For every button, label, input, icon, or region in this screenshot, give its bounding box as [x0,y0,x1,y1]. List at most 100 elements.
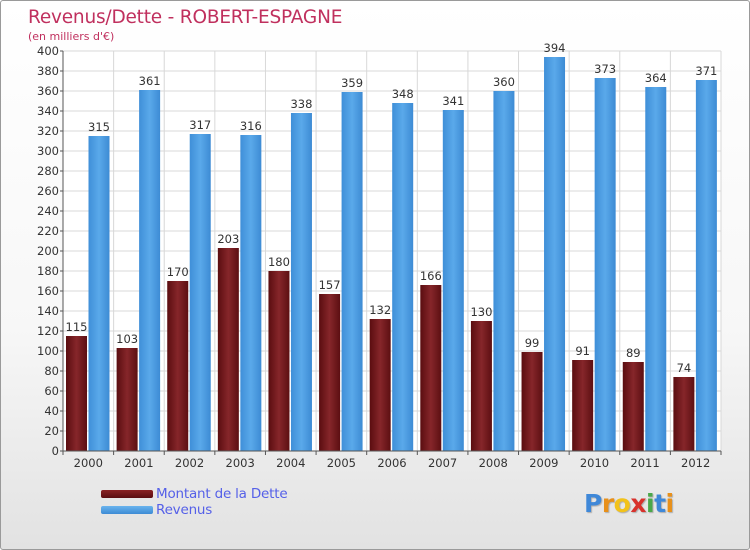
bar-dette [167,281,189,451]
y-tick-label: 20 [44,424,59,438]
x-tick-label: 2006 [377,456,406,470]
x-tick-label: 2007 [428,456,457,470]
bar-revenus [88,136,110,451]
value-label: 361 [139,74,161,88]
bar-revenus [594,78,616,451]
legend-swatch-dette [101,490,153,498]
bars-layer [66,57,717,451]
logo-letter: x [630,489,646,518]
value-label: 203 [217,232,239,246]
x-tick-label: 2010 [580,456,609,470]
legend-label-dette: Montant de la Dette [156,486,288,502]
chart-subtitle: (en milliers d'€) [28,30,115,43]
value-label: 180 [268,255,290,269]
logo-letter: r [601,489,614,518]
proxiti-logo: Proxiti [584,489,674,518]
bar-dette [66,336,87,451]
x-tick-label: 2004 [276,456,305,470]
y-tick-label: 200 [37,244,59,258]
y-tick-label: 280 [37,164,59,178]
logo-letter: i [665,489,675,518]
value-label: 99 [525,336,540,350]
legend-label-revenus: Revenus [156,502,213,518]
bar-dette [521,352,543,451]
value-label: 341 [442,94,464,108]
logo-letter: o [613,489,631,518]
value-label: 103 [116,332,138,346]
value-label: 394 [544,41,566,55]
bar-dette [470,321,492,451]
y-tick-label: 0 [52,444,59,458]
bar-dette [268,271,290,451]
value-label: 316 [240,119,262,133]
bar-dette [622,362,644,451]
x-tick-label: 2001 [124,456,153,470]
y-tick-label: 260 [37,184,59,198]
y-tick-label: 400 [37,44,59,58]
value-label: 364 [645,71,667,85]
y-tick-label: 320 [37,124,59,138]
grid-layer [62,50,722,452]
y-tick-label: 380 [37,64,59,78]
bar-revenus [493,91,515,451]
chart-legend: Montant de la Dette Revenus [101,486,361,520]
value-label: 360 [493,75,515,89]
x-tick-label: 2002 [175,456,204,470]
y-tick-label: 120 [37,324,59,338]
y-tick-label: 240 [37,204,59,218]
x-tick-label: 2000 [74,456,103,470]
value-label: 157 [319,278,341,292]
bar-revenus [544,57,566,451]
value-label: 132 [369,303,391,317]
x-tick-label: 2005 [327,456,356,470]
bar-dette [369,319,391,451]
value-label: 170 [167,265,189,279]
value-label: 166 [420,269,442,283]
x-tick-label: 2003 [226,456,255,470]
bar-revenus [189,134,211,451]
y-tick-label: 340 [37,104,59,118]
bar-revenus [645,87,667,451]
bar-dette [319,294,341,451]
bar-dette [673,377,695,451]
value-label: 91 [575,344,590,358]
value-label: 348 [392,87,414,101]
bar-revenus [341,92,363,451]
chart-title: Revenus/Dette - ROBERT-ESPAGNE [28,7,343,28]
value-label: 115 [66,320,88,334]
bar-revenus [695,80,717,451]
y-tick-label: 100 [37,344,59,358]
bar-revenus [290,113,312,451]
axis-layer: 0 20 40 60 80 100 120 140 160 180 200 220 240 260 280 3… [37,44,722,470]
value-label: 315 [88,120,110,134]
y-tick-label: 160 [37,284,59,298]
x-tick-label: 2008 [479,456,508,470]
value-label: 373 [594,62,616,76]
value-label: 359 [341,76,363,90]
logo-letter: t [654,489,666,518]
y-tick-label: 80 [44,364,59,378]
value-label: 74 [677,361,692,375]
value-label: 338 [290,97,312,111]
logo-letter: i [646,489,655,518]
bar-revenus [392,103,414,451]
bar-revenus [442,110,464,451]
y-tick-label: 60 [44,384,59,398]
bar-dette [420,285,442,451]
y-tick-label: 360 [37,84,59,98]
labels-layer: 115 315 103 361 170 317 203 316 180 338 157 359 132 3… [66,41,718,375]
x-tick-label: 2009 [529,456,558,470]
bar-dette [217,248,239,451]
y-tick-label: 140 [37,304,59,318]
y-tick-label: 40 [44,404,59,418]
value-label: 371 [695,64,717,78]
legend-swatch-revenus [101,506,153,514]
value-label: 317 [189,118,211,132]
x-tick-label: 2011 [630,456,659,470]
value-label: 89 [626,346,641,360]
x-tick-label: 2012 [681,456,710,470]
bar-dette [116,348,138,451]
y-tick-label: 180 [37,264,59,278]
